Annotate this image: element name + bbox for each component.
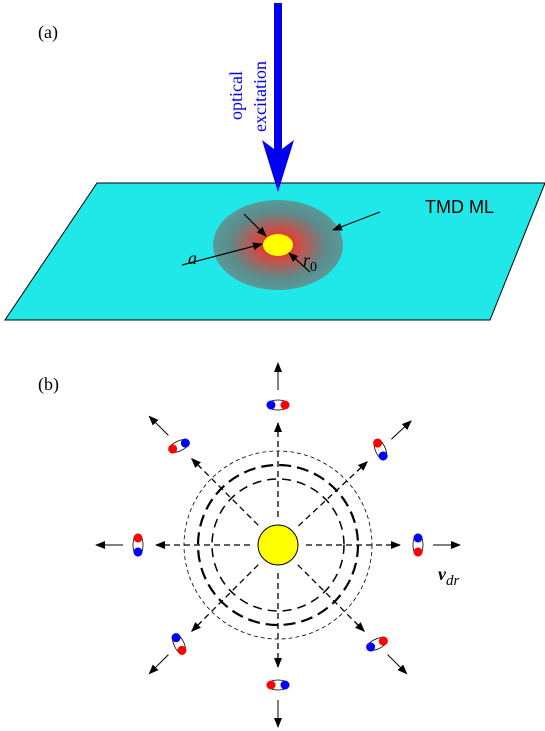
exciton xyxy=(371,437,389,462)
hole xyxy=(414,548,423,557)
exciton xyxy=(170,631,189,656)
arrow-label: excitation xyxy=(250,61,270,132)
exciton xyxy=(267,680,290,690)
electron xyxy=(267,401,276,410)
excitation-spot xyxy=(258,525,298,565)
panel-label: (a) xyxy=(38,22,58,43)
electron xyxy=(134,548,143,557)
arrow-label: optical xyxy=(226,71,246,120)
radius-label: a xyxy=(188,248,197,268)
electron xyxy=(414,534,423,543)
exciton xyxy=(166,437,191,456)
electron xyxy=(281,681,290,690)
exciton xyxy=(267,400,290,410)
panel-label: (b) xyxy=(38,374,59,395)
drift-arrow xyxy=(149,416,168,435)
hole xyxy=(281,401,290,410)
exciton xyxy=(133,534,143,557)
hole xyxy=(134,534,143,543)
ray xyxy=(298,565,364,631)
velocity-label: vdr xyxy=(438,564,460,589)
ray xyxy=(192,459,258,525)
layer-label: TMD ML xyxy=(425,197,494,217)
exciton xyxy=(364,635,389,654)
excitation-spot xyxy=(263,234,293,256)
hole xyxy=(267,681,276,690)
ray xyxy=(192,565,258,631)
drift-arrow xyxy=(388,655,407,674)
drift-arrow xyxy=(391,421,411,439)
drift-arrow xyxy=(149,655,168,674)
exciton xyxy=(413,534,423,557)
figure: (a) a r0 TMD ML optical excitation (b) v… xyxy=(0,0,545,731)
